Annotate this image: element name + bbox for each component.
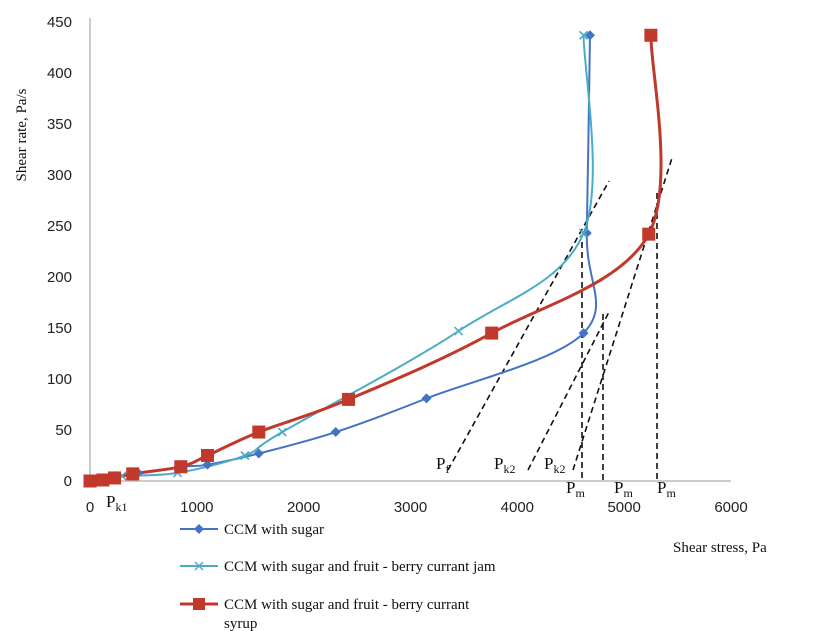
data-point-series-2 (96, 473, 110, 487)
data-point-series-1 (277, 427, 287, 437)
data-point-series-0 (581, 228, 592, 239)
y-tick-label: 0 (64, 473, 72, 490)
series-line-2 (89, 35, 663, 483)
data-point-series-1 (454, 326, 464, 336)
data-point-series-1 (579, 30, 589, 40)
x-tick-label: 6000 (714, 499, 747, 516)
data-point-series-0 (584, 30, 595, 41)
annotation-pm-3: Pm (657, 478, 676, 500)
tangent-lines (447, 157, 673, 481)
x-tick-label: 0 (86, 499, 94, 516)
x-tick-label: 5000 (607, 499, 640, 516)
data-point-series-2 (126, 467, 140, 481)
x-tick-label: 2000 (287, 499, 320, 516)
annotation-pk1: Pk1 (106, 492, 127, 514)
data-point-series-0 (253, 448, 264, 459)
data-point-series-2 (201, 449, 215, 462)
data-point-series-2 (108, 471, 122, 485)
legend-marker-diamond (194, 524, 204, 534)
x-axis-title: Shear stress, Pa (673, 540, 767, 556)
y-tick-label: 200 (47, 269, 72, 286)
y-axis-title: Shear rate, Pa/s (14, 88, 30, 181)
legend-label-berry-jam: CCM with sugar and fruit - berry currant… (224, 559, 496, 575)
data-point-series-2 (83, 474, 97, 488)
annotations: Pf Pk1 Pk2 Pk2 Pm Pm Pm (106, 454, 676, 514)
data-point-series-1 (240, 450, 250, 461)
annotation-pm-2: Pm (614, 478, 633, 500)
legend: CCM with sugar CCM with sugar and fruit … (180, 522, 496, 631)
y-tick-label: 150 (47, 320, 72, 337)
data-point-series-2 (485, 326, 499, 340)
x-tick-label: 4000 (501, 499, 534, 516)
legend-marker-square (193, 598, 205, 610)
data-point-series-1 (579, 228, 589, 238)
series-line-0 (89, 35, 598, 482)
x-tick-label: 3000 (394, 499, 427, 516)
annotation-pk2: Pk2 (494, 454, 515, 476)
legend-marker-x (194, 561, 204, 571)
y-tick-label: 250 (47, 218, 72, 235)
data-point-series-2 (252, 425, 266, 439)
data-point-series-0 (578, 328, 589, 339)
data-point-series-2 (642, 227, 656, 241)
data-point-series-2 (342, 392, 356, 406)
y-tick-label: 50 (55, 422, 72, 439)
legend-label-berry-syrup: CCM with sugar and fruit - berry currant… (224, 597, 470, 631)
legend-item-berry-syrup: CCM with sugar and fruit - berry currant… (180, 597, 470, 631)
legend-item-berry-jam: CCM with sugar and fruit - berry currant… (180, 559, 496, 575)
series-line-1 (89, 35, 594, 482)
y-tick-label: 100 (47, 371, 72, 388)
legend-label-ccm-sugar: CCM with sugar (224, 522, 324, 538)
y-tick-label: 400 (47, 65, 72, 82)
annotation-pk2b: Pk2 (544, 454, 565, 476)
series-layer (83, 28, 663, 488)
y-tick-label: 300 (47, 167, 72, 184)
tangent-line-pf (447, 180, 610, 471)
y-tick-label: 450 (47, 14, 72, 31)
legend-item-ccm-sugar: CCM with sugar (180, 522, 324, 538)
data-point-series-0 (202, 459, 213, 470)
data-point-series-2 (644, 28, 658, 42)
data-point-series-0 (330, 427, 341, 438)
tick-labels: 0 50 100 150 200 250 300 350 400 450 0 1000 2000 3000… (47, 14, 748, 516)
x-tick-label: 1000 (180, 499, 213, 516)
y-tick-label: 350 (47, 116, 72, 133)
annotation-pm-1: Pm (566, 478, 585, 500)
data-point-series-0 (421, 393, 432, 404)
annotation-pf: Pf (436, 454, 449, 476)
data-point-series-2 (174, 460, 188, 474)
